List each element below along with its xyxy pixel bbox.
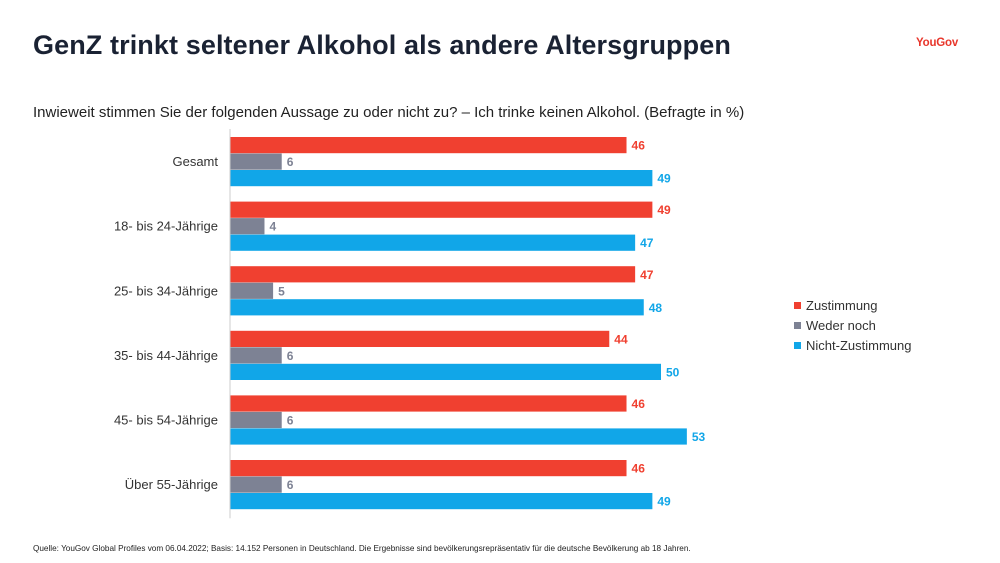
source-footnote: Quelle: YouGov Global Profiles vom 06.04… [33, 544, 691, 553]
data-label-nicht: 50 [666, 365, 680, 379]
data-label-weder: 4 [269, 220, 276, 234]
page-title: GenZ trinkt seltener Alkohol als andere … [33, 30, 731, 60]
category-label: 45- bis 54-Jährige [114, 413, 218, 428]
chart-subtitle: Inwieweit stimmen Sie der folgenden Auss… [33, 104, 745, 121]
data-label-zustimmung: 49 [657, 203, 671, 217]
yougov-logo: YouGov [916, 37, 959, 49]
legend-swatch-weder-noch [794, 321, 801, 329]
category-label: Über 55-Jährige [125, 477, 218, 492]
bar-weder [230, 347, 282, 364]
bar-zustimmung [230, 266, 636, 283]
data-label-weder: 5 [278, 284, 285, 298]
legend-label-nicht-zustimmung: Nicht-Zustimmung [806, 337, 912, 353]
bar-nicht [230, 299, 644, 316]
bar-nicht [230, 493, 653, 510]
bar-nicht [230, 170, 653, 187]
data-label-nicht: 47 [640, 236, 654, 250]
bar-nicht [230, 234, 636, 251]
bar-weder [230, 218, 265, 235]
bar-zustimmung [230, 330, 610, 347]
legend-item-nicht-zustimmung: Nicht-Zustimmung [794, 335, 911, 355]
legend-item-zustimmung: Zustimmung [794, 295, 911, 315]
data-label-weder: 6 [287, 414, 294, 428]
data-label-zustimmung: 46 [632, 397, 646, 411]
data-label-nicht: 53 [692, 430, 706, 444]
bar-weder [230, 411, 282, 429]
category-label: 25- bis 34-Jährige [114, 283, 218, 298]
data-label-weder: 6 [287, 478, 294, 492]
data-label-zustimmung: 47 [640, 268, 654, 282]
category-label: Gesamt [172, 154, 218, 169]
legend-swatch-zustimmung [794, 301, 801, 309]
legend-item-weder-noch: Weder noch [794, 315, 911, 335]
legend-label-zustimmung: Zustimmung [806, 297, 878, 313]
data-label-zustimmung: 44 [614, 332, 628, 346]
data-label-nicht: 49 [657, 495, 671, 509]
bar-nicht [230, 363, 661, 380]
data-label-zustimmung: 46 [632, 462, 646, 476]
bar-weder [230, 153, 282, 170]
data-label-nicht: 49 [657, 172, 671, 186]
bar-zustimmung [230, 460, 627, 477]
legend-swatch-nicht-zustimmung [794, 341, 801, 349]
data-label-weder: 6 [287, 155, 294, 169]
bar-zustimmung [230, 201, 653, 218]
bar-zustimmung [230, 395, 627, 412]
category-label: 35- bis 44-Jährige [114, 348, 218, 363]
data-label-weder: 6 [287, 349, 294, 363]
category-label: 18- bis 24-Jährige [114, 219, 218, 234]
bar-zustimmung [230, 137, 627, 154]
data-label-nicht: 48 [649, 301, 663, 315]
bar-nicht [230, 428, 687, 445]
chart-legend: Zustimmung Weder noch Nicht-Zustimmung [794, 295, 911, 355]
data-label-zustimmung: 46 [632, 139, 646, 153]
bar-weder [230, 282, 274, 299]
bar-weder [230, 476, 282, 493]
legend-label-weder-noch: Weder noch [806, 317, 876, 333]
